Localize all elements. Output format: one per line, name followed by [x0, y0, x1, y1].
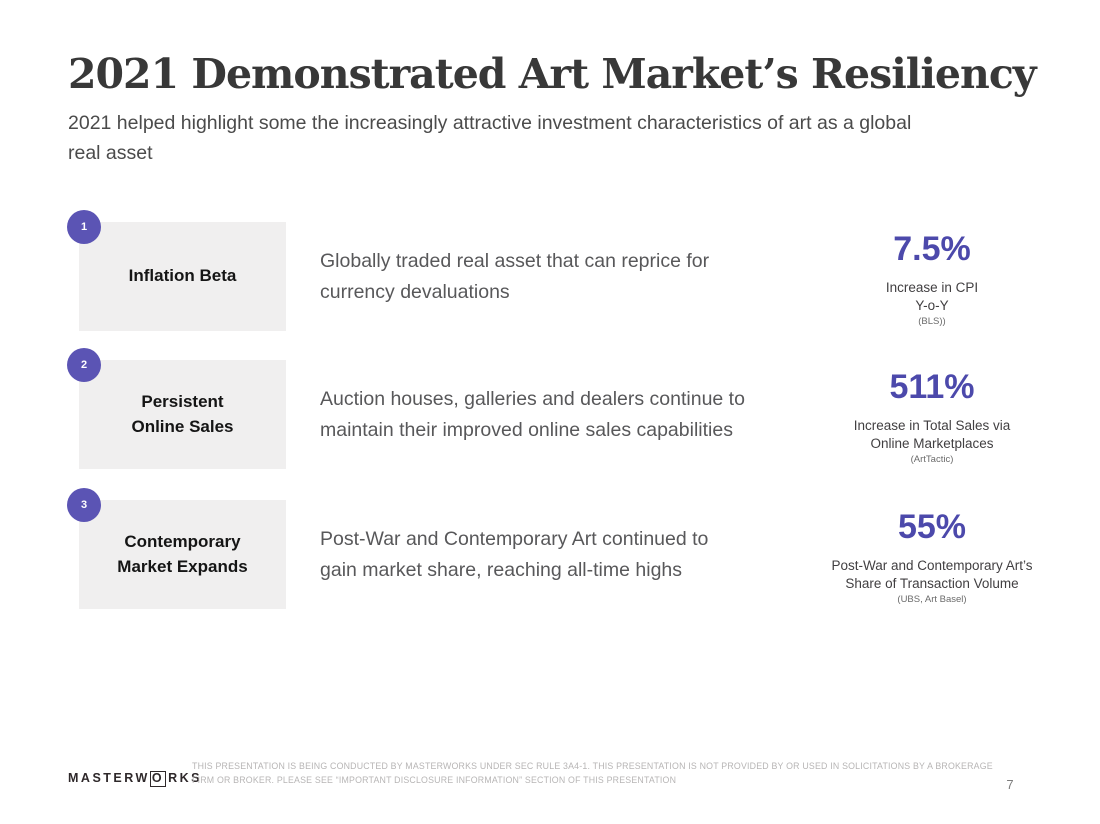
stat-source: (BLS)): [918, 316, 946, 328]
step-2-badge: 2: [67, 348, 101, 382]
feature-card-contemporary-market-expands: Contemporary Market Expands: [79, 500, 286, 609]
feature-description: Globally traded real asset that can repr…: [320, 250, 710, 304]
step-3-number: 3: [80, 499, 88, 511]
feature-card-inflation-beta: Inflation Beta: [79, 222, 286, 331]
feature-row-inflation-beta: 1 Inflation Beta Globally traded real as…: [0, 210, 1100, 355]
feature-stat-block: 511% Increase in Total Sales via Online …: [807, 368, 1057, 465]
feature-stat-block: 55% Post-War and Contemporary Art’s Shar…: [807, 508, 1057, 605]
step-3-badge: 3: [67, 488, 101, 522]
feature-row-persistent-online-sales: 2 Persistent Online Sales Auction houses…: [0, 348, 1100, 493]
stat-value: 55%: [897, 508, 967, 546]
page-title: 2021 Demonstrated Art Market’s Resilienc…: [68, 50, 1037, 98]
feature-card-persistent-online-sales: Persistent Online Sales: [79, 360, 286, 469]
disclaimer-text: THIS PRESENTATION IS BEING CONDUCTED BY …: [192, 761, 993, 785]
feature-description: Post-War and Contemporary Art continued …: [320, 528, 709, 582]
logo-boxed-o: O: [149, 771, 167, 787]
stat-value: 511%: [889, 368, 975, 406]
page-subtitle: 2021 helped highlight some the increasin…: [68, 112, 912, 165]
logo-text-prefix: MASTERW: [68, 771, 150, 785]
step-1-badge: 1: [67, 210, 101, 244]
feature-row-contemporary-market-expands: 3 Contemporary Market Expands Post-War a…: [0, 488, 1100, 633]
step-1-number: 1: [80, 221, 88, 233]
feature-description: Auction houses, galleries and dealers co…: [320, 388, 745, 442]
feature-stat-block: 7.5% Increase in CPI Y-o-Y (BLS)): [807, 230, 1057, 327]
masterworks-logo: MASTERW O RKS: [68, 771, 202, 787]
stat-label: Increase in Total Sales via Online Marke…: [853, 418, 1011, 451]
stat-source: (UBS, Art Basel): [897, 594, 967, 606]
stat-label: Increase in CPI Y-o-Y: [885, 280, 979, 313]
feature-card-label: Inflation Beta: [128, 266, 237, 286]
stat-label: Post-War and Contemporary Art’s Share of…: [831, 558, 1033, 591]
feature-card-label: Persistent Online Sales: [131, 391, 234, 436]
feature-card-label: Contemporary Market Expands: [117, 531, 248, 576]
stat-value: 7.5%: [893, 230, 971, 268]
step-2-number: 2: [80, 359, 88, 371]
page-number: 7: [1006, 777, 1014, 792]
stat-source: (ArtTactic): [910, 454, 954, 466]
logo-text-suffix: RKS: [168, 771, 202, 785]
